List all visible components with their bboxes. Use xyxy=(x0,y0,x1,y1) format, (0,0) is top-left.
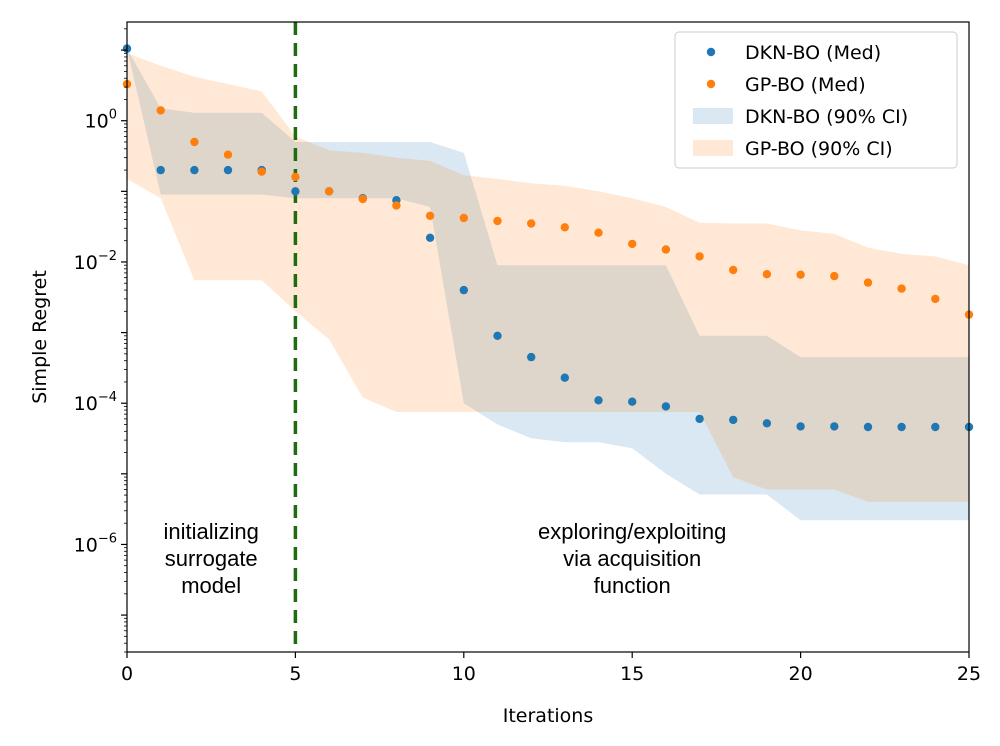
legend-label: GP-BO (Med) xyxy=(745,74,866,96)
x-tick-label: 0 xyxy=(121,663,133,685)
legend-swatch xyxy=(693,108,733,124)
y-axis-ticks: 100 10−2 10−4 10−6 xyxy=(74,28,127,653)
legend-label: GP-BO (90% CI) xyxy=(745,138,893,160)
data-point xyxy=(560,223,569,232)
legend-swatch xyxy=(693,140,733,156)
data-point xyxy=(897,422,906,432)
data-point xyxy=(628,239,637,249)
data-point xyxy=(762,419,772,428)
x-tick-label: 10 xyxy=(452,663,476,685)
legend-label: DKN-BO (Med) xyxy=(745,42,881,64)
x-tick-label: 25 xyxy=(957,663,981,685)
data-point xyxy=(291,187,300,196)
data-point xyxy=(661,245,671,254)
data-point xyxy=(223,150,233,159)
data-point xyxy=(931,422,940,432)
x-axis-ticks: 0 5 10 15 20 25 xyxy=(121,652,981,685)
legend-label: DKN-BO (90% CI) xyxy=(745,106,908,128)
data-point xyxy=(527,352,536,362)
confidence-bands xyxy=(127,48,969,521)
data-point xyxy=(291,172,300,182)
data-point xyxy=(762,270,772,279)
data-point xyxy=(594,396,603,405)
y-tick-label: 10−6 xyxy=(74,531,117,556)
data-point xyxy=(425,211,435,220)
annotation-text: via acquisition xyxy=(563,546,701,571)
data-point xyxy=(729,415,738,425)
data-point xyxy=(493,331,502,340)
data-point xyxy=(156,165,165,175)
data-point xyxy=(459,213,468,223)
data-point xyxy=(392,201,401,210)
y-axis-label: Simple Regret xyxy=(29,270,51,404)
data-point xyxy=(560,373,569,382)
annotation-text: model xyxy=(181,573,241,598)
data-point xyxy=(324,187,334,196)
data-point xyxy=(223,165,233,175)
data-point xyxy=(661,402,671,411)
ci-band-1 xyxy=(127,53,969,502)
data-point xyxy=(425,233,435,242)
legend: DKN-BO (Med) GP-BO (Med) DKN-BO (90% CI) GP… xyxy=(674,31,958,169)
data-point xyxy=(729,265,738,275)
legend-box xyxy=(674,31,958,169)
annotation-text: surrogate xyxy=(165,546,258,571)
x-axis-label: Iterations xyxy=(503,705,594,727)
annotation-text: exploring/exploiting xyxy=(538,519,726,544)
y-tick-label: 100 xyxy=(85,108,117,133)
data-point xyxy=(459,285,468,295)
data-point xyxy=(830,271,839,281)
data-point xyxy=(527,219,536,228)
data-point xyxy=(156,106,165,115)
ci-band-0 xyxy=(127,48,969,521)
data-point xyxy=(830,422,839,431)
data-point xyxy=(695,252,704,261)
data-point xyxy=(257,167,266,176)
legend-marker xyxy=(706,47,716,57)
y-tick-label: 10−4 xyxy=(74,390,117,415)
plot-frame xyxy=(126,21,970,653)
data-point xyxy=(594,228,603,237)
data-point xyxy=(628,397,637,406)
y-tick-label: 10−2 xyxy=(74,249,117,274)
legend-marker xyxy=(706,79,716,89)
annotation-text: initializing xyxy=(164,519,259,544)
series-1-points xyxy=(122,79,974,319)
data-point xyxy=(695,414,704,424)
annotation-text: function xyxy=(594,573,671,598)
data-point xyxy=(796,422,805,431)
data-point xyxy=(493,216,502,226)
data-point xyxy=(931,294,940,304)
x-tick-label: 15 xyxy=(620,663,644,685)
data-point xyxy=(358,194,367,204)
data-point xyxy=(796,270,805,279)
data-point xyxy=(863,422,873,432)
x-tick-label: 20 xyxy=(789,663,813,685)
x-tick-label: 5 xyxy=(289,663,301,685)
data-point xyxy=(897,284,906,293)
median-points xyxy=(122,44,974,432)
data-point xyxy=(190,137,199,147)
data-point xyxy=(190,165,199,175)
data-point xyxy=(863,278,873,287)
